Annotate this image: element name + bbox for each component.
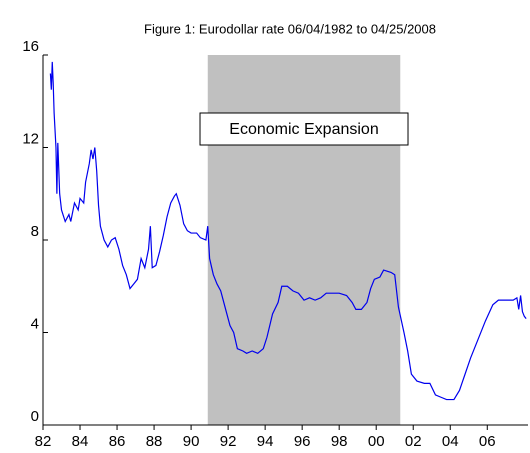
y-tick-label: 16: [22, 38, 39, 55]
x-tick-label: 82: [35, 433, 52, 450]
x-tick-label: 00: [368, 433, 385, 450]
shaded-region: [207, 55, 401, 425]
x-tick-label: 98: [331, 433, 348, 450]
y-tick-label: 8: [31, 223, 39, 240]
y-tick-label: 4: [31, 315, 39, 332]
annotation: Economic Expansion: [229, 121, 378, 138]
annotation-box: [199, 112, 409, 146]
x-tick-label: 04: [442, 433, 459, 450]
chart-title: Figure 1: Eurodollar rate 06/04/1982 to …: [144, 21, 436, 36]
data-line: [49, 61, 527, 401]
x-tick-label: 88: [146, 433, 163, 450]
x-tick-label: 06: [479, 433, 496, 450]
y-tick-label: 0: [31, 408, 39, 425]
y-tick-label: 12: [22, 130, 39, 147]
x-tick-label: 92: [220, 433, 237, 450]
x-tick-label: 90: [183, 433, 200, 450]
x-tick-label: 02: [405, 433, 422, 450]
x-tick-label: 86: [109, 433, 126, 450]
x-tick-label: 94: [257, 433, 274, 450]
x-tick-label: 84: [72, 433, 89, 450]
x-tick-label: 96: [294, 433, 311, 450]
